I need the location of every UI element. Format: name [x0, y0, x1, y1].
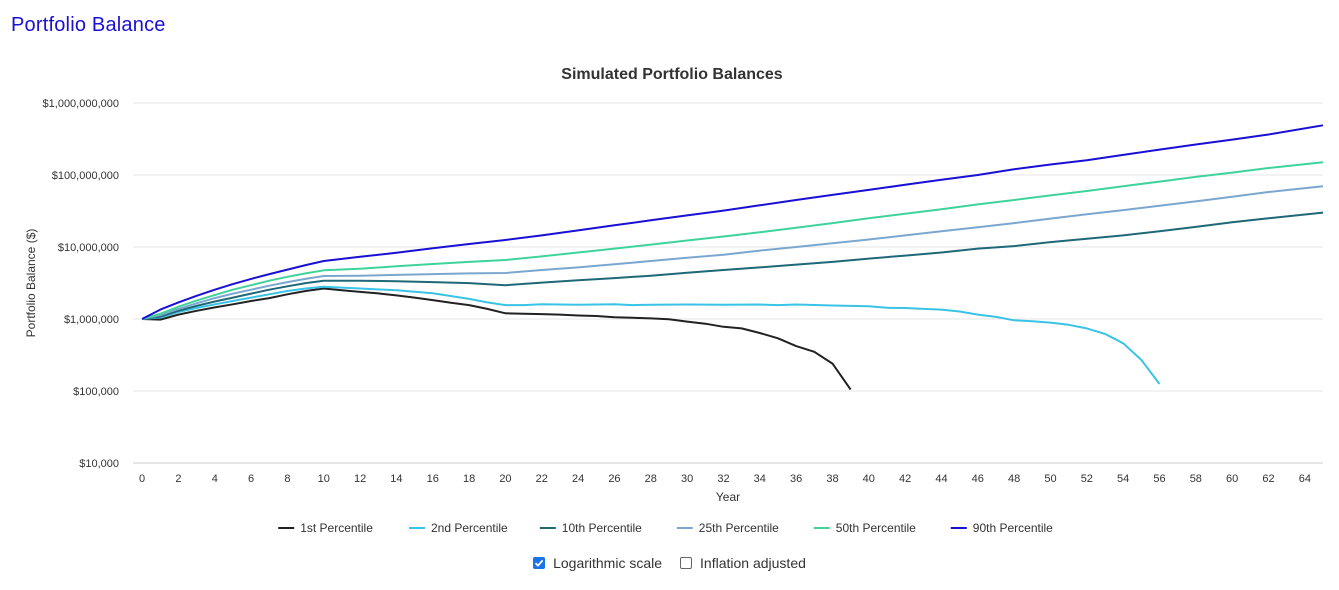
x-tick-label: 30 [681, 473, 693, 485]
log-scale-checkbox[interactable] [533, 557, 546, 569]
legend: 1st Percentile 2nd Percentile 10th Percent… [278, 521, 1053, 535]
legend-item[interactable]: 90th Percentile [950, 521, 1053, 535]
x-tick-label: 46 [972, 473, 984, 485]
y-tick-label: $10,000 [79, 458, 119, 470]
x-tick-label: 64 [1299, 473, 1311, 485]
legend-item[interactable]: 1st Percentile [278, 521, 373, 535]
x-tick-label: 50 [1044, 473, 1056, 485]
x-tick-label: 22 [536, 473, 548, 485]
x-tick-label: 42 [899, 473, 911, 485]
legend-label: 2nd Percentile [431, 521, 508, 535]
page-title: Portfolio Balance [11, 14, 166, 36]
x-tick-label: 10 [318, 473, 330, 485]
x-tick-label: 32 [717, 473, 729, 485]
chart-title: Simulated Portfolio Balances [561, 66, 782, 83]
legend-label: 90th Percentile [973, 521, 1053, 535]
inflation-adjusted-checkbox[interactable] [680, 557, 693, 569]
inflation-adjusted-label: Inflation adjusted [700, 555, 806, 571]
x-tick-label: 40 [863, 473, 875, 485]
x-tick-label: 24 [572, 473, 584, 485]
legend-label: 25th Percentile [699, 521, 779, 535]
series-line-90th-percentile [141, 124, 1324, 320]
x-axis: 0 2 4 6 8 10 12 14 16 18 20 22 24 26 28 30 32 34 36 38 40 42 4… [133, 462, 1323, 485]
x-tick-label: 8 [284, 473, 290, 485]
x-tick-label: 0 [139, 473, 145, 485]
portfolio-chart: Simulated Portfolio Balances $10,000 $100… [24, 66, 1324, 535]
y-tick-label: $1,000,000,000 [43, 98, 119, 110]
series-line-25th-percentile [141, 185, 1324, 320]
legend-item[interactable]: 10th Percentile [539, 521, 642, 535]
legend-label: 50th Percentile [836, 521, 916, 535]
legend-item[interactable]: 25th Percentile [676, 521, 779, 535]
x-tick-label: 12 [354, 473, 366, 485]
y-tick-label: $100,000 [73, 386, 119, 398]
chart-controls: Logarithmic scale Inflation adjusted [0, 555, 1339, 571]
x-tick-label: 48 [1008, 473, 1020, 485]
y-tick-label: $1,000,000 [64, 314, 119, 326]
y-tick-label: $100,000,000 [52, 170, 119, 182]
series-line-10th-percentile [141, 211, 1324, 320]
x-tick-label: 16 [427, 473, 439, 485]
x-tick-label: 54 [1117, 473, 1129, 485]
x-tick-label: 28 [645, 473, 657, 485]
x-tick-label: 34 [754, 473, 766, 485]
x-tick-label: 6 [248, 473, 254, 485]
x-tick-label: 18 [463, 473, 475, 485]
x-tick-label: 44 [935, 473, 947, 485]
x-tick-label: 14 [390, 473, 402, 485]
series-line-50th-percentile [141, 161, 1324, 320]
x-tick-label: 4 [212, 473, 218, 485]
legend-label: 1st Percentile [300, 521, 373, 535]
x-tick-label: 26 [608, 473, 620, 485]
x-tick-label: 56 [1153, 473, 1165, 485]
x-tick-label: 38 [826, 473, 838, 485]
y-axis-label: Portfolio Balance ($) [24, 229, 38, 338]
series-lines [141, 124, 1324, 391]
series-line-1st-percentile [142, 287, 852, 391]
series-line-2nd-percentile [142, 285, 1161, 385]
inflation-adjusted-toggle[interactable]: Inflation adjusted [680, 555, 806, 571]
x-tick-label: 58 [1190, 473, 1202, 485]
x-tick-label: 60 [1226, 473, 1238, 485]
legend-item[interactable]: 50th Percentile [813, 521, 916, 535]
x-tick-label: 36 [790, 473, 802, 485]
log-scale-label: Logarithmic scale [553, 555, 663, 571]
y-tick-label: $10,000,000 [58, 242, 119, 254]
x-tick-label: 62 [1262, 473, 1274, 485]
x-tick-label: 20 [499, 473, 511, 485]
x-tick-label: 2 [175, 473, 181, 485]
log-scale-toggle[interactable]: Logarithmic scale [533, 555, 662, 571]
legend-item[interactable]: 2nd Percentile [409, 521, 508, 535]
y-axis: $10,000 $100,000 $1,000,000 $10,000,000 $100… [43, 98, 119, 470]
legend-label: 10th Percentile [562, 521, 642, 535]
check-icon [534, 559, 544, 567]
x-tick-label: 52 [1081, 473, 1093, 485]
x-axis-label: Year [716, 490, 740, 504]
